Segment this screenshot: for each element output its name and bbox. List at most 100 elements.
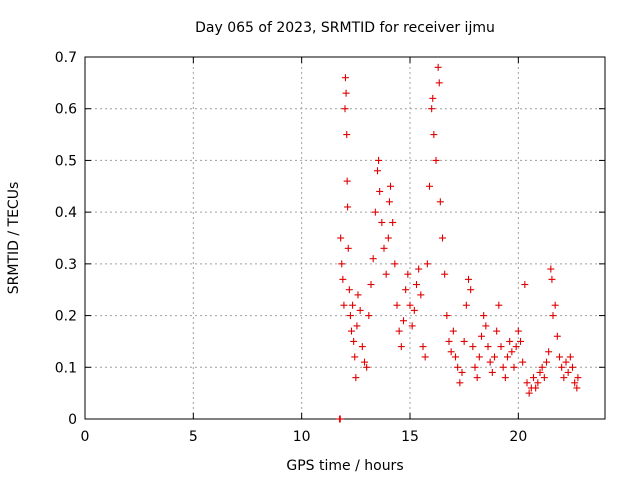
- data-point: [571, 379, 579, 387]
- data-point: [495, 301, 503, 309]
- data-point: [342, 89, 350, 97]
- data-point: [497, 343, 505, 351]
- data-point: [553, 332, 561, 340]
- data-point: [536, 368, 544, 376]
- y-tick-label: 0.6: [55, 102, 77, 118]
- y-tick-label: 0.2: [55, 309, 77, 325]
- data-point: [375, 156, 383, 164]
- data-point: [475, 353, 483, 361]
- data-point: [548, 275, 556, 283]
- data-point: [393, 301, 401, 309]
- data-point: [488, 368, 496, 376]
- data-point: [344, 203, 352, 211]
- data-point: [430, 131, 438, 139]
- data-point: [469, 343, 477, 351]
- data-point: [413, 281, 420, 289]
- data-point: [384, 234, 392, 242]
- data-point: [456, 379, 464, 387]
- data-point: [343, 131, 351, 139]
- data-point: [523, 379, 531, 387]
- data-point: [367, 281, 375, 289]
- data-point: [512, 343, 520, 351]
- x-tick-label: 10: [293, 429, 311, 445]
- data-point: [349, 301, 357, 309]
- data-point: [462, 301, 470, 309]
- data-point: [454, 363, 462, 371]
- data-point: [521, 281, 529, 289]
- data-point: [574, 374, 582, 382]
- x-tick-label: 20: [509, 429, 527, 445]
- data-point: [376, 187, 384, 195]
- data-point: [471, 363, 479, 371]
- y-tick-label: 0.7: [55, 50, 77, 66]
- data-point: [339, 275, 347, 283]
- data-point: [415, 265, 423, 273]
- data-point: [387, 182, 394, 190]
- data-point: [532, 384, 540, 392]
- data-point: [397, 343, 405, 351]
- data-point: [395, 327, 403, 335]
- data-point: [573, 384, 581, 392]
- data-point: [350, 337, 358, 345]
- data-point: [543, 358, 550, 366]
- data-point: [447, 348, 455, 356]
- y-tick-label: 0.3: [55, 257, 77, 273]
- data-point: [419, 343, 427, 351]
- chart-title: Day 065 of 2023, SRMTID for receiver ijm…: [195, 20, 495, 36]
- data-point: [530, 374, 537, 382]
- data-point: [400, 317, 407, 325]
- data-point: [458, 368, 466, 376]
- data-point: [421, 353, 429, 361]
- data-point: [378, 218, 386, 226]
- data-point: [340, 301, 348, 309]
- data-point: [510, 363, 518, 371]
- data-point: [348, 327, 355, 335]
- y-tick-label: 0.4: [55, 205, 77, 221]
- gridlines: [85, 57, 605, 419]
- data-point: [556, 353, 563, 361]
- data-point: [363, 363, 371, 371]
- data-point: [423, 260, 431, 268]
- data-point: [429, 94, 437, 102]
- data-point: [467, 286, 475, 294]
- data-point: [441, 270, 449, 278]
- data-point: [484, 343, 492, 351]
- axis-ticks: [84, 56, 605, 420]
- data-point: [538, 363, 546, 371]
- data-point: [356, 306, 364, 314]
- data-point: [338, 260, 346, 268]
- data-point: [358, 343, 366, 351]
- data-point: [336, 415, 344, 423]
- data-point: [486, 358, 494, 366]
- data-point: [346, 312, 354, 320]
- data-point: [560, 374, 568, 382]
- data-point: [428, 105, 436, 113]
- data-point: [341, 74, 349, 82]
- y-axis-label: SRMTID / TECUs: [6, 182, 22, 295]
- data-point: [371, 208, 379, 216]
- data-point: [564, 368, 572, 376]
- data-point: [452, 353, 459, 361]
- data-point: [406, 301, 414, 309]
- data-point: [385, 198, 393, 206]
- data-point: [352, 374, 360, 382]
- data-point: [374, 167, 381, 175]
- data-point: [519, 358, 527, 366]
- x-axis-label: GPS time / hours: [286, 458, 403, 474]
- data-point: [439, 234, 446, 242]
- data-point: [343, 177, 351, 185]
- y-tick-label: 0.1: [55, 360, 77, 376]
- x-tick-labels: 0 5 10 15 20: [81, 429, 528, 445]
- data-point: [473, 374, 481, 382]
- data-point: [465, 275, 472, 283]
- data-point: [402, 286, 410, 294]
- y-tick-labels: 0 0.1 0.2 0.3 0.4 0.5 0.6 0.7: [55, 50, 77, 428]
- data-point: [365, 312, 373, 320]
- data-point: [432, 156, 440, 164]
- data-point: [341, 105, 349, 113]
- data-point: [337, 234, 345, 242]
- data-point: [460, 337, 468, 345]
- data-points: [336, 63, 582, 423]
- data-point: [391, 260, 399, 268]
